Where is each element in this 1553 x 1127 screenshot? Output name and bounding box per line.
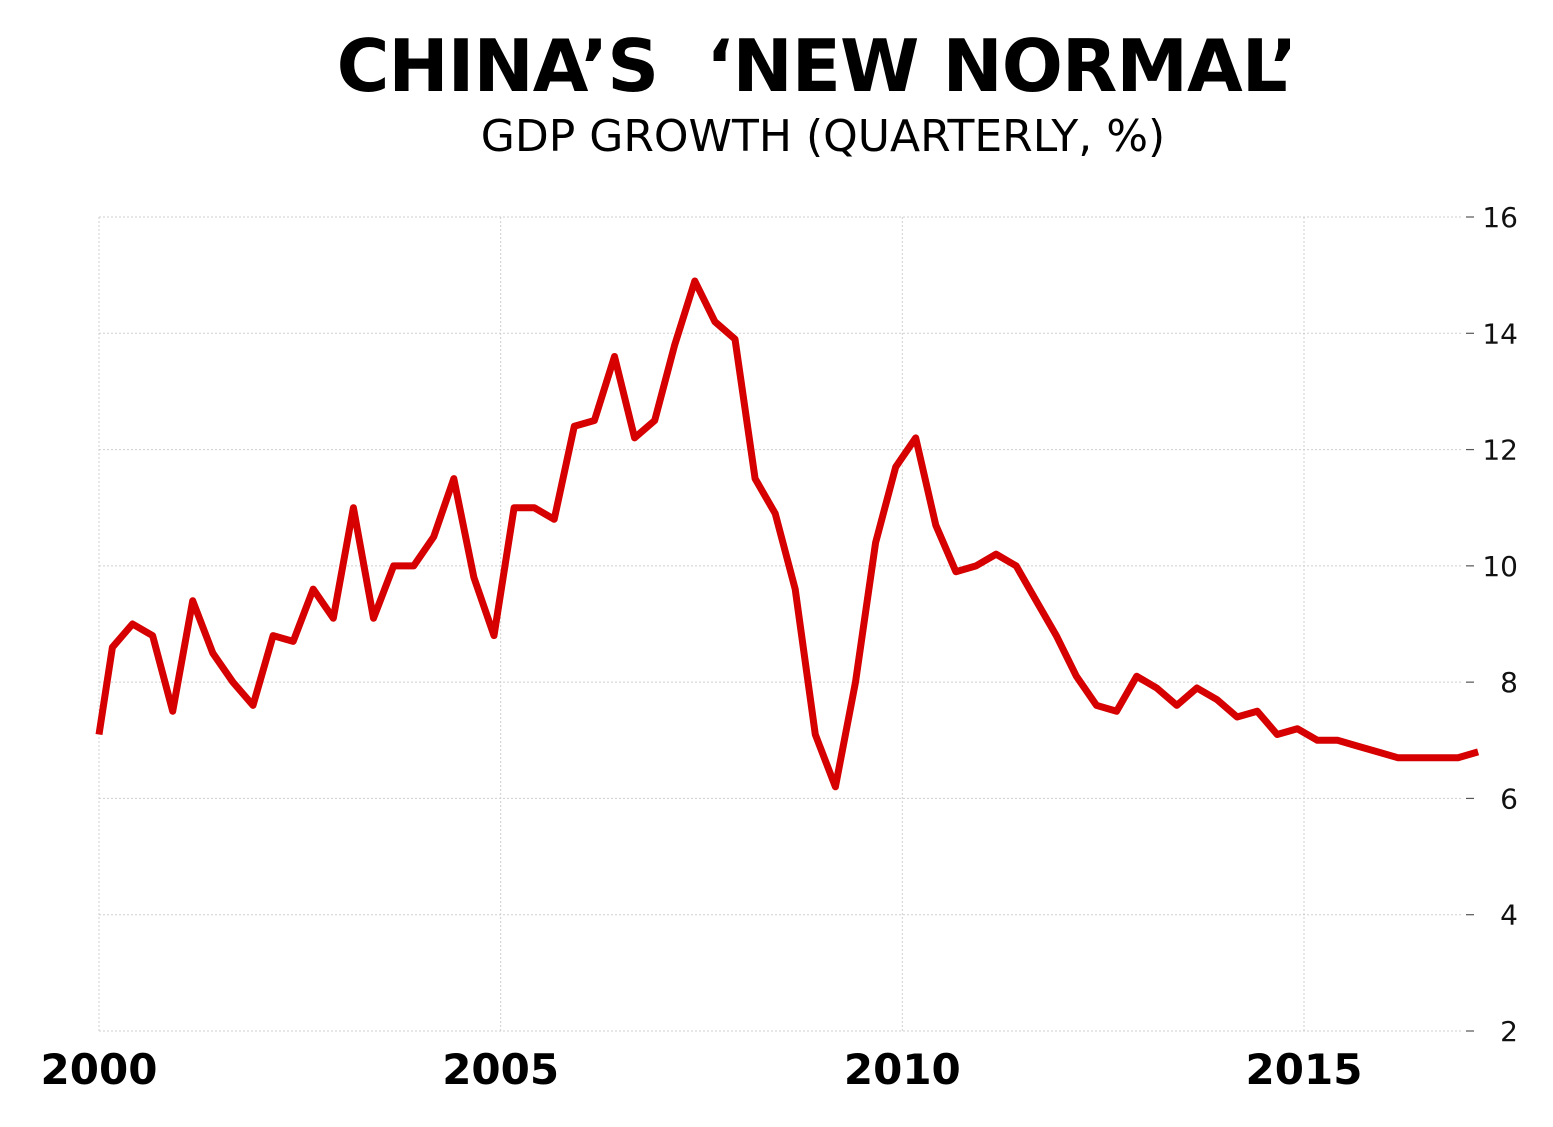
y-tick-label: 4: [1500, 899, 1518, 932]
x-axis-ticks: 2000 2005 2010 2015: [41, 1045, 1363, 1094]
y-tick-label: 6: [1500, 782, 1518, 815]
x-tick-label: 2005: [442, 1045, 559, 1094]
chart-title: CHINA’S ‘NEW NORMAL’: [336, 24, 1298, 108]
y-tick-label: 14: [1482, 317, 1518, 350]
y-axis-ticks: 2 4 6 8 10 12 14 16: [1482, 201, 1518, 1048]
series-line: [95, 277, 1480, 791]
x-tick-label: 2015: [1246, 1045, 1363, 1094]
y-tick-label: 2: [1500, 1015, 1518, 1048]
x-tick-label: 2010: [844, 1045, 961, 1094]
grid-lines: [98, 216, 1474, 1032]
y-tick-label: 12: [1482, 434, 1518, 467]
x-tick-label: 2000: [41, 1045, 158, 1094]
y-tick-label: 10: [1482, 550, 1518, 583]
chart-subtitle: GDP GROWTH (QUARTERLY, %): [480, 111, 1166, 162]
y-tick-label: 8: [1500, 666, 1518, 699]
y-tick-label: 16: [1482, 201, 1518, 234]
series-layer: [95, 277, 1480, 791]
